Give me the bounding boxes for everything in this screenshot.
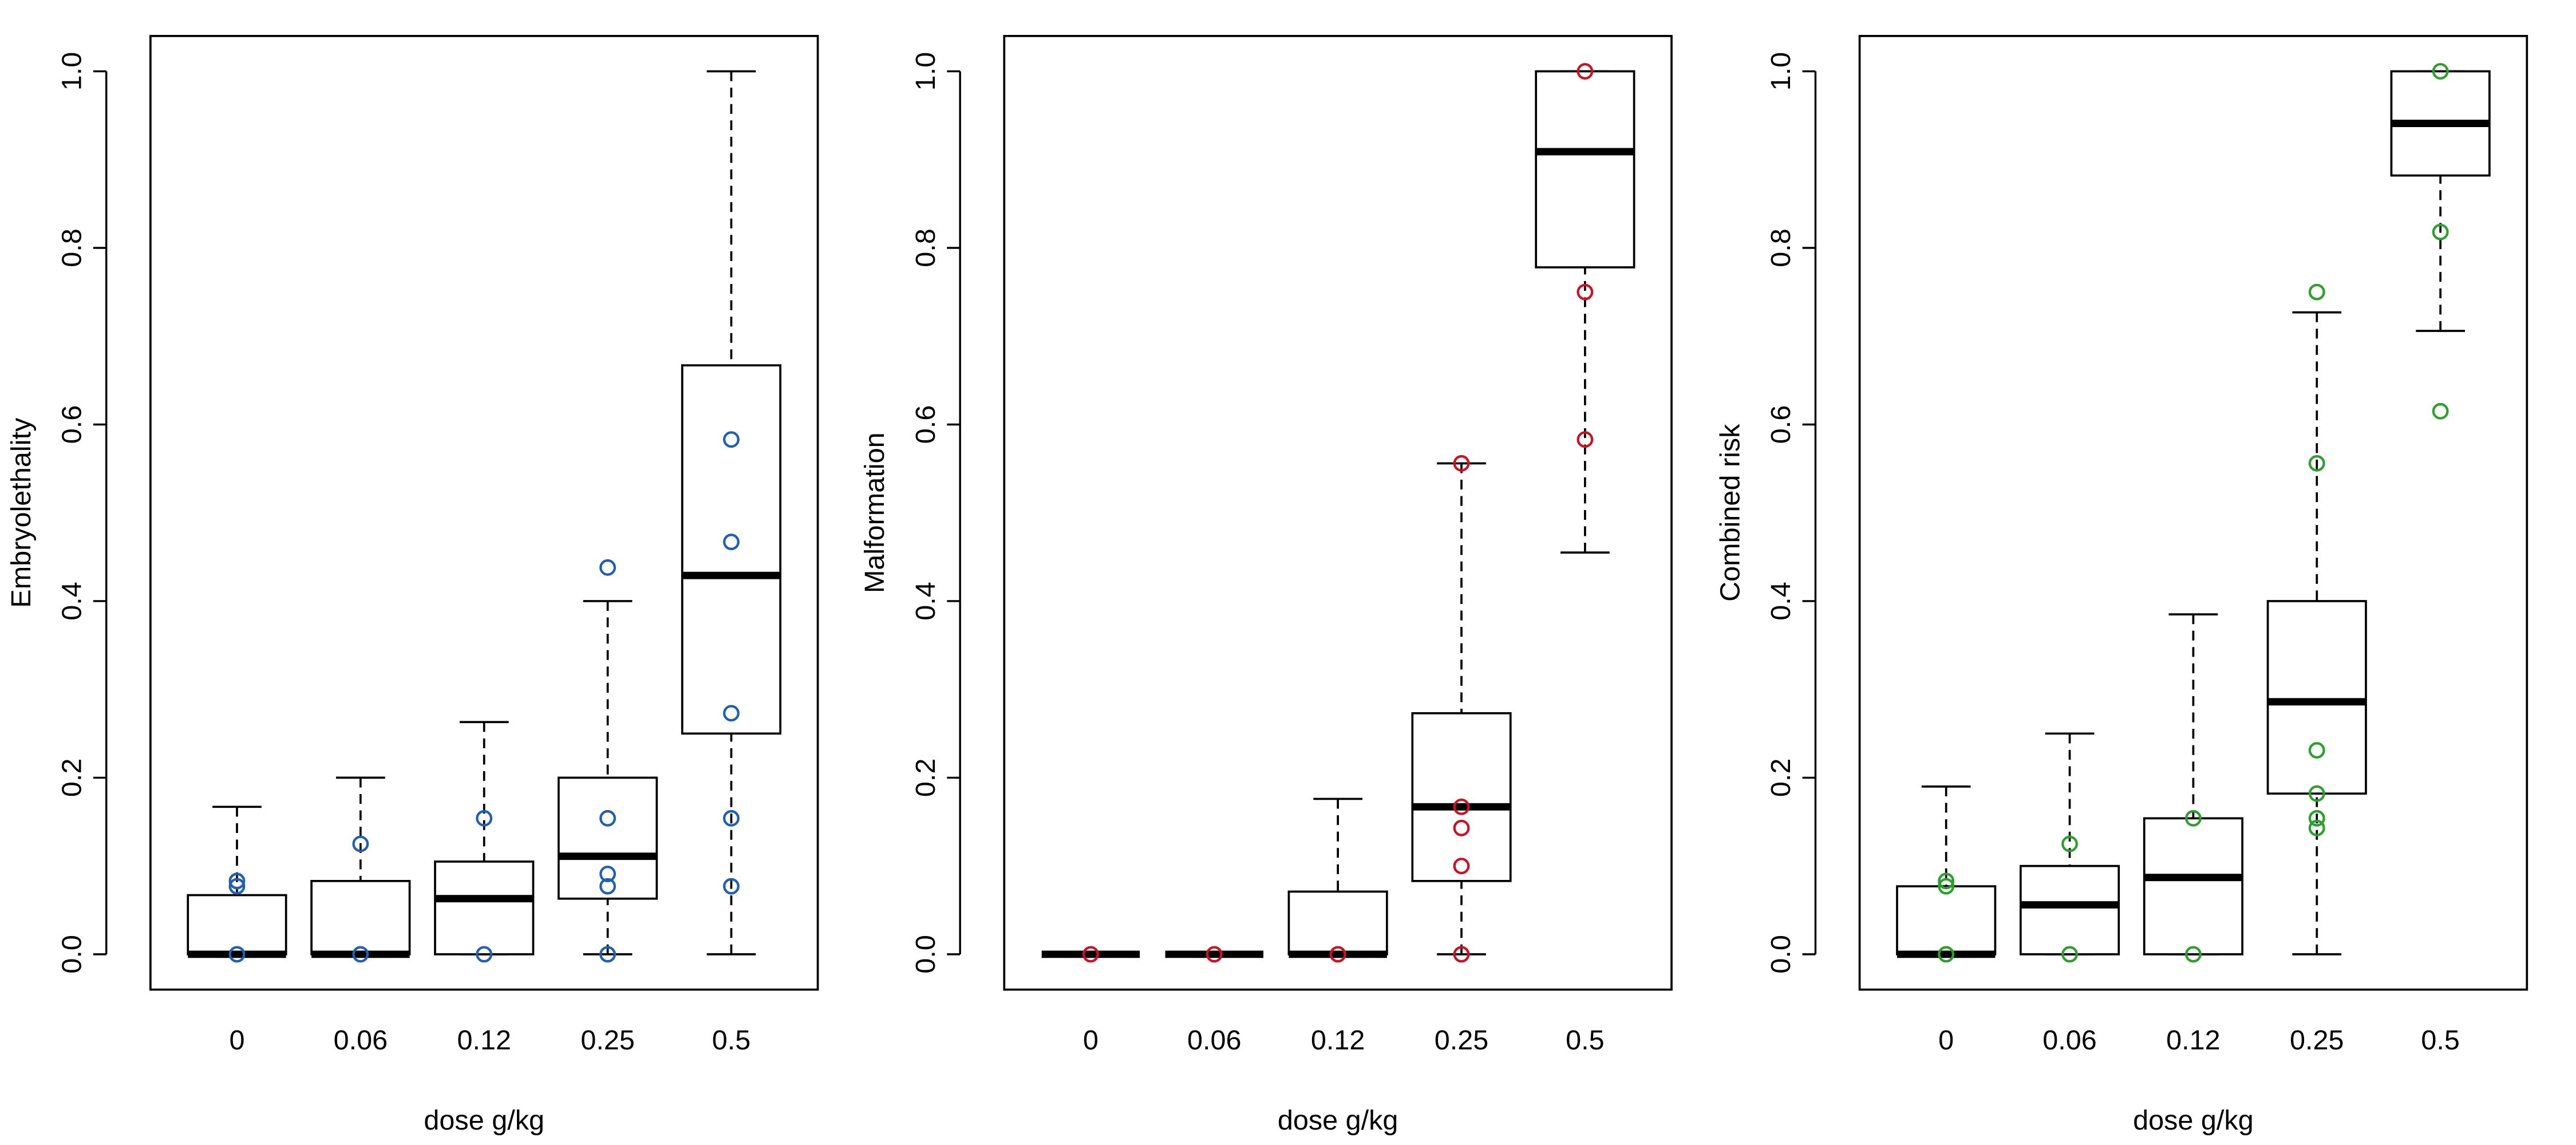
data-point — [1453, 798, 1470, 815]
data-point — [1453, 858, 1470, 875]
y-tick-label: 0.8 — [56, 228, 87, 267]
y-tick-label: 0.6 — [1765, 405, 1796, 444]
y-tick-label: 1.0 — [910, 52, 941, 91]
data-point — [599, 866, 617, 882]
data-point — [723, 534, 740, 551]
x-axis-label: dose g/kg — [1278, 1105, 1398, 1136]
data-point — [1577, 63, 1594, 80]
data-point — [1453, 819, 1470, 836]
box — [187, 894, 287, 956]
data-point — [599, 946, 617, 963]
data-point — [723, 431, 740, 448]
x-tick-label: 0.12 — [457, 1025, 511, 1056]
x-tick-label: 0.25 — [2290, 1025, 2344, 1056]
data-point — [228, 946, 246, 963]
x-axis-label: dose g/kg — [424, 1105, 544, 1136]
data-point — [228, 872, 246, 890]
y-tick-label: 0.0 — [910, 935, 941, 974]
data-point — [1577, 431, 1594, 448]
data-point — [2308, 455, 2325, 472]
y-tick-label: 1.0 — [56, 52, 87, 91]
x-tick-label: 0.12 — [2166, 1025, 2221, 1056]
data-point — [352, 835, 369, 852]
y-tick-label: 0.8 — [1765, 228, 1796, 267]
y-axis-label: Malformation — [859, 432, 890, 593]
data-point — [1082, 946, 1099, 963]
x-tick-label: 0.06 — [1187, 1025, 1242, 1056]
data-point — [2432, 402, 2449, 420]
x-tick-label: 0.25 — [1435, 1025, 1489, 1056]
x-tick-label: 0.5 — [1566, 1025, 1605, 1056]
plot-frame — [1858, 35, 2528, 991]
box — [434, 860, 535, 956]
data-point — [1206, 946, 1223, 963]
data-point — [723, 878, 740, 895]
x-axis-label: dose g/kg — [2133, 1105, 2254, 1136]
data-point — [2308, 819, 2325, 836]
x-tick-label: 0.5 — [712, 1025, 751, 1056]
data-point — [1938, 872, 1955, 890]
box — [1411, 712, 1512, 882]
data-point — [1938, 878, 1955, 895]
box — [2019, 864, 2120, 956]
data-point — [2184, 946, 2202, 963]
y-axis-label: Combined risk — [1715, 424, 1746, 602]
y-tick-label: 0.6 — [56, 405, 87, 444]
plot-frame — [1003, 35, 1673, 991]
y-tick-label: 0.4 — [1765, 582, 1796, 621]
y-tick-label: 1.0 — [1765, 52, 1796, 91]
data-point — [2061, 835, 2078, 852]
box — [310, 880, 411, 956]
data-point — [2308, 785, 2325, 802]
x-tick-label: 0.06 — [2042, 1025, 2097, 1056]
data-point — [599, 810, 617, 827]
x-tick-label: 0 — [1938, 1025, 1954, 1056]
data-point — [1453, 946, 1470, 963]
box — [1896, 885, 1997, 956]
y-axis-label: Embryolethality — [6, 417, 37, 608]
data-point — [599, 878, 617, 895]
data-point — [1329, 946, 1346, 963]
data-point — [2432, 63, 2449, 80]
x-tick-label: 0.12 — [1311, 1025, 1365, 1056]
data-point — [2308, 283, 2325, 301]
x-tick-label: 0.06 — [334, 1025, 388, 1056]
data-point — [723, 810, 740, 827]
data-point — [2184, 810, 2202, 827]
data-point — [352, 946, 369, 963]
box — [2266, 600, 2367, 795]
y-tick-label: 0.6 — [910, 405, 941, 444]
x-tick-label: 0 — [1083, 1025, 1099, 1056]
y-tick-label: 0.2 — [1765, 759, 1796, 797]
plot-frame — [149, 35, 819, 991]
y-tick-label: 0.4 — [56, 582, 87, 621]
x-tick-label: 0.25 — [580, 1025, 635, 1056]
data-point — [2061, 946, 2078, 963]
y-tick-label: 0.0 — [1765, 935, 1796, 974]
data-point — [1453, 455, 1470, 472]
x-tick-label: 0 — [229, 1025, 244, 1056]
x-tick-label: 0.5 — [2421, 1025, 2460, 1056]
data-point — [2432, 223, 2449, 240]
y-tick-label: 0.2 — [910, 759, 941, 797]
data-point — [228, 878, 246, 895]
data-point — [476, 810, 493, 827]
y-tick-label: 0.2 — [56, 759, 87, 797]
data-point — [1938, 946, 1955, 963]
box — [1535, 70, 1635, 269]
data-point — [476, 946, 493, 963]
y-tick-label: 0.0 — [56, 935, 87, 974]
y-tick-label: 0.4 — [910, 582, 941, 621]
data-point — [2308, 742, 2325, 759]
box — [1287, 890, 1388, 956]
y-tick-label: 0.8 — [910, 228, 941, 267]
data-point — [723, 705, 740, 722]
data-point — [2308, 810, 2325, 827]
data-point — [599, 559, 617, 576]
box — [2143, 817, 2243, 956]
data-point — [1577, 283, 1594, 301]
